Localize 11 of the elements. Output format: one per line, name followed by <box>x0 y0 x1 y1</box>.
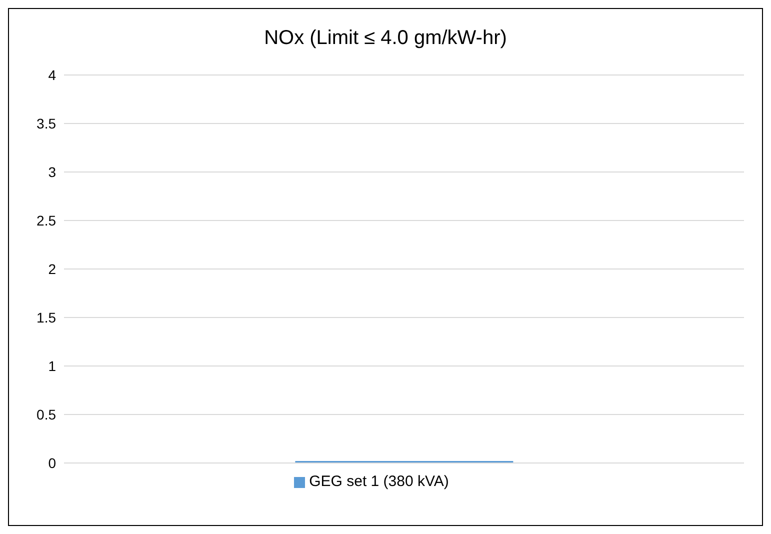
y-tick-label: 2.5 <box>36 212 56 228</box>
y-tick-label: 1.5 <box>36 309 56 326</box>
y-tick-label: 2 <box>48 260 56 277</box>
y-tick-label: 4 <box>48 66 56 83</box>
y-tick-label: 0 <box>48 454 56 471</box>
y-tick-label: 1 <box>48 358 56 374</box>
chart-title: NOx (Limit ≤ 4.0 gm/kW-hr) <box>263 27 508 50</box>
y-tick-label: 3.5 <box>36 115 56 132</box>
y-tick-label: 3 <box>48 164 56 180</box>
legend-label: GEG set 1 (380 kVA) <box>309 473 449 490</box>
y-tick-label: 0.5 <box>36 406 56 422</box>
